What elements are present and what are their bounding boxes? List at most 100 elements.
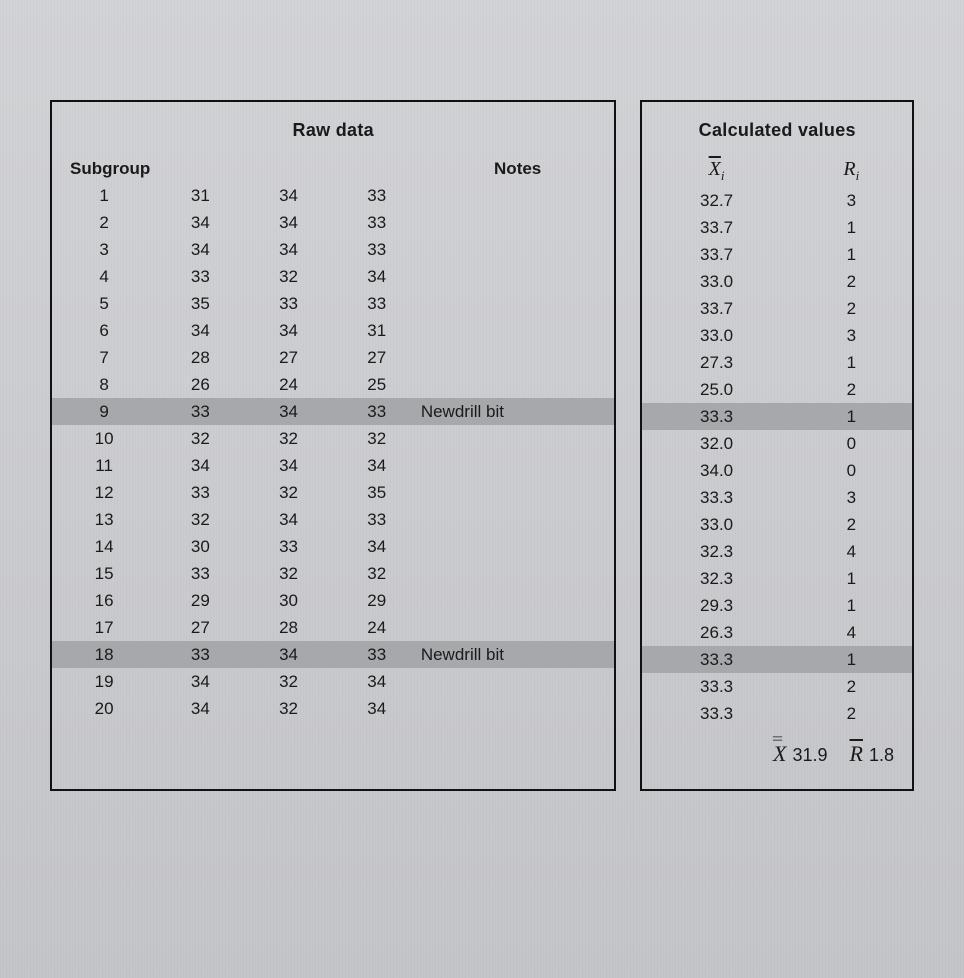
table-row: 33.02 bbox=[642, 511, 912, 538]
table-row: 33.32 bbox=[642, 700, 912, 727]
table-row: 9333433Newdrill bit bbox=[52, 398, 614, 425]
col-blank bbox=[244, 155, 332, 182]
val-cell: 27 bbox=[333, 344, 421, 371]
notes-cell bbox=[421, 236, 615, 263]
notes-cell bbox=[421, 344, 615, 371]
r-cell: 0 bbox=[791, 430, 912, 457]
table-row: 29.31 bbox=[642, 592, 912, 619]
val-cell: 32 bbox=[333, 425, 421, 452]
r-cell: 1 bbox=[791, 646, 912, 673]
val-cell: 24 bbox=[244, 371, 332, 398]
calculated-panel: Calculated values Xi Ri 32.7333.7133.713… bbox=[640, 100, 914, 791]
val-cell: 26 bbox=[156, 371, 244, 398]
notes-cell bbox=[421, 371, 615, 398]
xbar-cell: 34.0 bbox=[642, 457, 790, 484]
subgroup-cell: 1 bbox=[52, 182, 156, 209]
r-cell: 1 bbox=[791, 214, 912, 241]
val-cell: 33 bbox=[333, 236, 421, 263]
val-cell: 32 bbox=[244, 263, 332, 290]
subgroup-cell: 12 bbox=[52, 479, 156, 506]
val-cell: 34 bbox=[333, 452, 421, 479]
r-cell: 2 bbox=[791, 700, 912, 727]
val-cell: 33 bbox=[156, 263, 244, 290]
r-cell: 2 bbox=[791, 673, 912, 700]
notes-cell bbox=[421, 614, 615, 641]
val-cell: 33 bbox=[244, 290, 332, 317]
table-row: 18333433Newdrill bit bbox=[52, 641, 614, 668]
table-row: 33.32 bbox=[642, 673, 912, 700]
r-cell: 1 bbox=[791, 349, 912, 376]
val-cell: 34 bbox=[156, 317, 244, 344]
val-cell: 29 bbox=[333, 587, 421, 614]
subgroup-header: Subgroup bbox=[52, 155, 156, 182]
xbarbar-symbol: X31.9 bbox=[773, 741, 828, 767]
r-cell: 2 bbox=[791, 376, 912, 403]
xbar-cell: 33.0 bbox=[642, 322, 790, 349]
subgroup-cell: 20 bbox=[52, 695, 156, 722]
table-row: 16293029 bbox=[52, 587, 614, 614]
table-row: 13323433 bbox=[52, 506, 614, 533]
val-cell: 33 bbox=[333, 182, 421, 209]
table-row: 32.00 bbox=[642, 430, 912, 457]
val-cell: 34 bbox=[333, 668, 421, 695]
r-header: Ri bbox=[791, 155, 912, 187]
notes-cell bbox=[421, 587, 615, 614]
val-cell: 31 bbox=[156, 182, 244, 209]
r-cell: 1 bbox=[791, 592, 912, 619]
r-cell: 1 bbox=[791, 241, 912, 268]
r-cell: 3 bbox=[791, 484, 912, 511]
subgroup-cell: 18 bbox=[52, 641, 156, 668]
val-cell: 34 bbox=[244, 236, 332, 263]
xbar-cell: 33.3 bbox=[642, 673, 790, 700]
val-cell: 33 bbox=[333, 506, 421, 533]
table-row: 5353333 bbox=[52, 290, 614, 317]
xbar-cell: 33.7 bbox=[642, 295, 790, 322]
xbarbar-value: 31.9 bbox=[792, 745, 827, 765]
table-row: 8262425 bbox=[52, 371, 614, 398]
layout-wrap: Raw data Subgroup Notes 1313433234343333… bbox=[50, 100, 914, 791]
val-cell: 33 bbox=[156, 398, 244, 425]
raw-data-header-row: Subgroup Notes bbox=[52, 155, 614, 182]
table-row: 3343433 bbox=[52, 236, 614, 263]
xbar-cell: 33.3 bbox=[642, 700, 790, 727]
val-cell: 34 bbox=[156, 668, 244, 695]
notes-cell bbox=[421, 452, 615, 479]
val-cell: 24 bbox=[333, 614, 421, 641]
subgroup-cell: 14 bbox=[52, 533, 156, 560]
xbar-header: Xi bbox=[642, 155, 790, 187]
val-cell: 34 bbox=[244, 317, 332, 344]
xbar-cell: 25.0 bbox=[642, 376, 790, 403]
r-cell: 1 bbox=[791, 403, 912, 430]
val-cell: 34 bbox=[244, 452, 332, 479]
val-cell: 35 bbox=[333, 479, 421, 506]
val-cell: 34 bbox=[244, 641, 332, 668]
subgroup-cell: 13 bbox=[52, 506, 156, 533]
subgroup-cell: 15 bbox=[52, 560, 156, 587]
val-cell: 34 bbox=[156, 695, 244, 722]
xbar-cell: 33.7 bbox=[642, 241, 790, 268]
subgroup-cell: 7 bbox=[52, 344, 156, 371]
val-cell: 25 bbox=[333, 371, 421, 398]
table-row: 11343434 bbox=[52, 452, 614, 479]
xbar-cell: 33.3 bbox=[642, 403, 790, 430]
val-cell: 27 bbox=[156, 614, 244, 641]
r-cell: 1 bbox=[791, 565, 912, 592]
xbar-cell: 32.3 bbox=[642, 538, 790, 565]
table-row: 33.03 bbox=[642, 322, 912, 349]
rbar-value: 1.8 bbox=[869, 745, 894, 765]
raw-data-title: Raw data bbox=[52, 120, 614, 155]
subgroup-cell: 9 bbox=[52, 398, 156, 425]
table-row: 15333232 bbox=[52, 560, 614, 587]
subgroup-cell: 2 bbox=[52, 209, 156, 236]
val-cell: 34 bbox=[244, 182, 332, 209]
val-cell: 32 bbox=[156, 425, 244, 452]
val-cell: 33 bbox=[244, 533, 332, 560]
xbar-cell: 27.3 bbox=[642, 349, 790, 376]
val-cell: 31 bbox=[333, 317, 421, 344]
notes-cell bbox=[421, 533, 615, 560]
notes-cell bbox=[421, 560, 615, 587]
table-row: 20343234 bbox=[52, 695, 614, 722]
table-row: 33.31 bbox=[642, 403, 912, 430]
xbar-cell: 32.7 bbox=[642, 187, 790, 214]
table-row: 33.02 bbox=[642, 268, 912, 295]
